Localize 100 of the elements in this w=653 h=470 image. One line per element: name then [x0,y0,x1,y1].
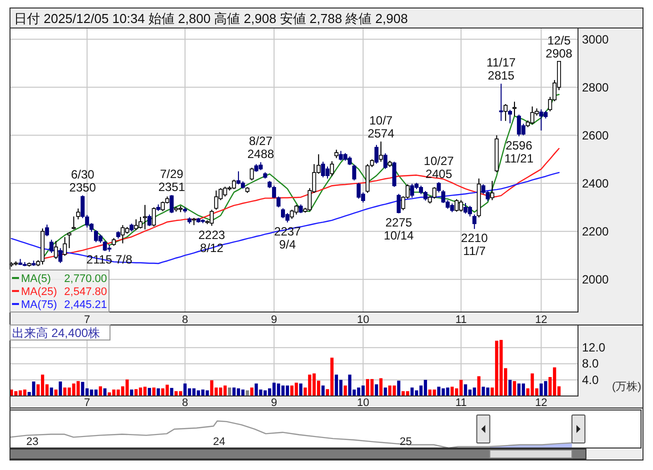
y-tick-label: 3000 [582,32,610,46]
bar [281,386,285,396]
x-tick-label: 12 [535,314,548,326]
annotation: 11/17 2815 [486,56,516,83]
candlestick [330,160,334,177]
annotation: 2275 10/14 [384,215,414,242]
bar [272,382,276,396]
bar [321,386,325,396]
candlestick [539,108,544,132]
candlestick [490,180,494,201]
candlestick [468,205,472,217]
annotation: 6/30 2350 [69,167,96,194]
y-tick-label: 4.0 [582,372,600,387]
legend-label: MA(25) 2,547.80 [21,286,107,298]
y-tick-label: 2400 [582,176,610,190]
bar [379,378,383,396]
bar [508,380,512,396]
annotation: 2210 11/7 [461,230,488,258]
x-tick-label: 8 [182,314,188,326]
candlestick [120,224,125,244]
annotation: 7/29 2351 [158,167,186,194]
bar [432,390,436,396]
candlestick [321,161,326,178]
annotation: 10/27 2405 [424,154,454,182]
x-tick-label: 10 [356,397,370,409]
candlestick [396,193,401,214]
bar [552,367,556,396]
bar [366,379,370,396]
text: MA(5) 2,770.00 [21,273,107,285]
chart-title: 日付 2025/12/05 10:34 始値 2,800 高値 2,908 安値 2,788 終値 2,908 [14,11,408,26]
candlestick [454,198,459,212]
x-tick-label: 7 [84,397,90,409]
chart-title: 出来高 24,400株 [12,326,100,340]
x-tick-label: 12 [535,397,548,409]
bar [330,358,334,396]
candlestick [499,83,504,122]
candlestick [383,152,388,170]
x-tick-label: 11 [455,397,467,409]
candlestick [214,190,218,210]
annotation: 10/7 2574 [368,114,395,141]
candlestick [352,164,356,181]
x-tick-label: 7 [84,314,90,326]
candlestick [464,202,468,214]
bar [250,388,254,396]
bar [183,383,187,396]
bar [397,380,400,396]
annotation: 12/5 2908 [546,33,573,60]
candlestick [512,101,516,117]
candlestick [325,166,330,180]
bar [299,383,302,396]
y-axis-title: (万株) [612,380,642,393]
bar [276,383,280,396]
candlestick [432,186,436,200]
bar [58,381,62,396]
candlestick [374,144,378,164]
y-tick-label: 12.0 [582,340,606,355]
candlestick [530,106,534,125]
bar [143,386,147,396]
candlestick [276,196,281,208]
candlestick [45,224,50,237]
bar [344,386,347,396]
bar [477,376,480,396]
y-tick-label: 2200 [582,224,610,238]
candlestick [392,161,396,188]
candlestick [410,183,414,198]
annotation: 2596 11/21 [504,138,534,166]
x-tick-label: 24 [212,436,226,448]
bar [294,382,298,396]
bar [512,381,516,396]
x-tick-label: 11 [455,314,467,326]
x-tick-label: 9 [271,314,278,326]
x-tick-label: 8 [182,397,188,409]
candlestick [170,194,174,214]
candlestick [378,141,383,162]
bar [522,383,525,396]
y-tick-label: 2600 [582,128,610,142]
bar [81,382,84,396]
candlestick [250,167,254,181]
candlestick [356,182,361,200]
bar [459,380,463,396]
annotation: 8/27 2488 [247,134,274,162]
bar [424,380,428,396]
x-tick-label: 10 [356,314,370,326]
bar [156,388,160,396]
x-tick-label: 9 [271,397,278,409]
x-tick-label: 25 [400,436,412,448]
candlestick [152,206,156,228]
candlestick [423,190,428,202]
candlestick [49,239,54,254]
y-tick-label: 2800 [582,80,610,94]
bar [286,386,290,396]
y-tick-label: 2000 [582,272,610,286]
candlestick [472,214,476,230]
legend-label: MA(75) 2,445.21 [21,299,107,311]
bar [517,383,521,396]
bar [370,379,374,396]
candlestick [142,204,147,230]
candlestick [285,212,290,223]
candlestick [54,240,58,260]
bar [450,386,454,396]
